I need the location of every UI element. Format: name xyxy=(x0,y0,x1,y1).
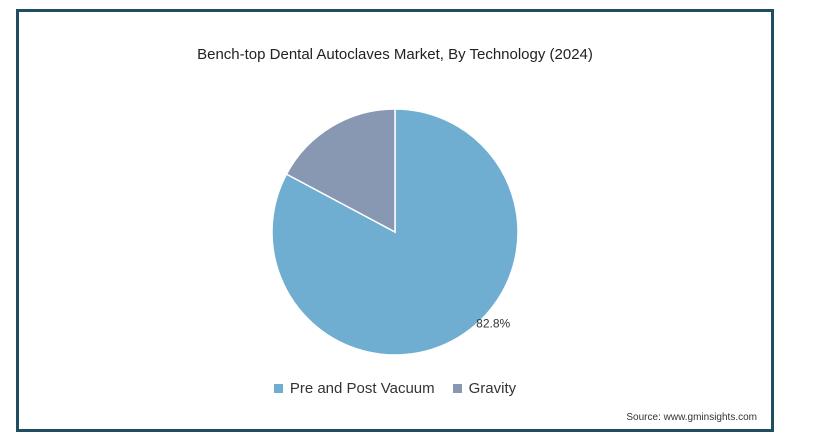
legend: Pre and Post Vacuum Gravity xyxy=(19,380,771,397)
legend-swatch-pre-and-post-vacuum xyxy=(273,384,283,393)
pie-chart: 82.8% xyxy=(271,108,519,356)
chart-title: Bench-top Dental Autoclaves Market, By T… xyxy=(197,46,593,63)
legend-label-pre-and-post-vacuum: Pre and Post Vacuum xyxy=(289,380,435,397)
legend-swatch-gravity xyxy=(452,384,462,393)
legend-item-pre-and-post-vacuum[interactable]: Pre and Post Vacuum xyxy=(273,380,435,397)
data-label-pre-and-post-vacuum: 82.8% xyxy=(476,317,510,331)
legend-item-gravity[interactable]: Gravity xyxy=(452,380,517,397)
chart-frame: Bench-top Dental Autoclaves Market, By T… xyxy=(16,9,774,432)
legend-label-gravity: Gravity xyxy=(468,380,517,397)
source-note: Source: www.gminsights.com xyxy=(626,412,757,423)
pie-slice-gravity[interactable] xyxy=(285,108,396,234)
